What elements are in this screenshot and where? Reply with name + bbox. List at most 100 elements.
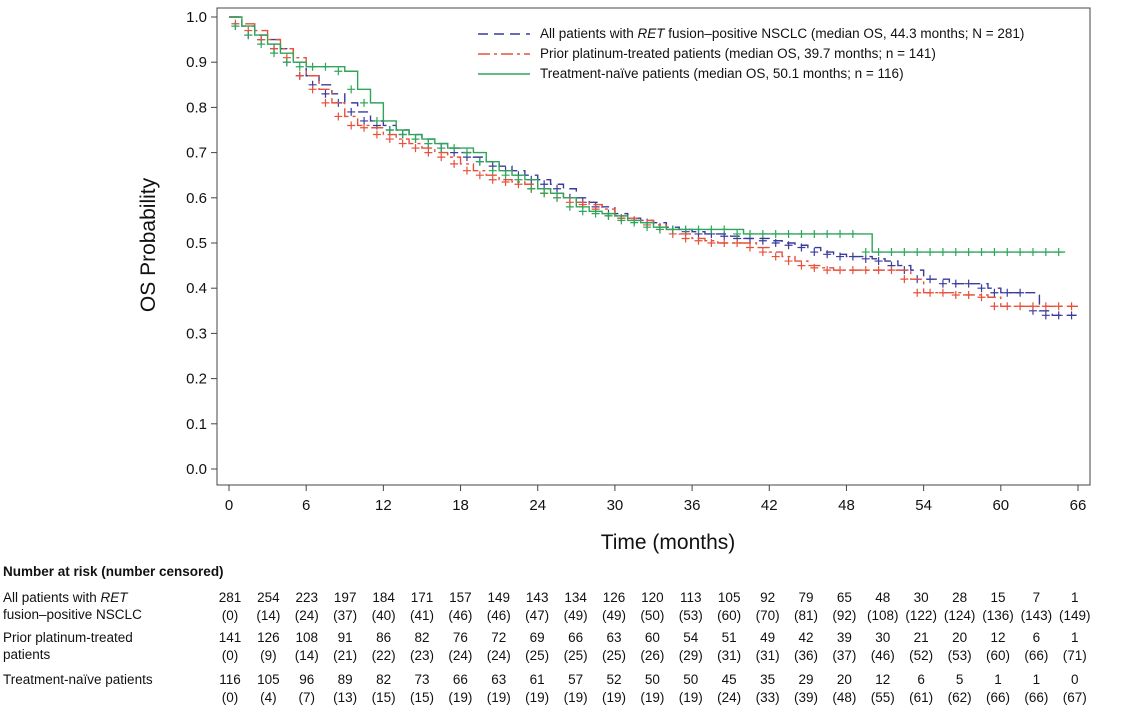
risk-label-text: Prior platinum-treated (3, 630, 133, 645)
censored-count: (15) (409, 690, 434, 705)
censor-mark (964, 279, 973, 288)
censored-count: (37) (832, 648, 857, 663)
censor-mark (823, 250, 832, 259)
series-line-2 (229, 16, 1066, 253)
censor-mark (810, 248, 819, 257)
y-tick-label: 0.3 (186, 325, 207, 342)
censored-count: (13) (333, 690, 358, 705)
legend-text-a: Prior platinum-treated patients (median … (540, 46, 936, 61)
at-risk-count: 92 (760, 590, 776, 605)
censor-mark (771, 252, 780, 261)
censor-mark (797, 243, 806, 252)
at-risk-count: 20 (952, 630, 968, 645)
y-tick-label: 0.7 (186, 145, 207, 162)
censor-mark (887, 248, 896, 257)
y-tick-label: 0.2 (186, 371, 207, 388)
censored-count: (53) (678, 608, 703, 623)
censored-count: (136) (982, 608, 1014, 623)
censored-count: (66) (1024, 690, 1049, 705)
censor-mark (450, 144, 459, 153)
legend-label-2: Treatment-naïve patients (median OS, 50.… (540, 66, 904, 81)
censored-count: (49) (563, 608, 588, 623)
at-risk-count: 21 (913, 630, 929, 645)
x-tick-label: 42 (761, 497, 778, 514)
at-risk-count: 108 (295, 630, 319, 645)
censored-count: (39) (793, 690, 818, 705)
at-risk-count: 63 (606, 630, 622, 645)
censor-mark (540, 180, 549, 189)
series-line-1 (229, 16, 1078, 307)
censored-count: (24) (448, 648, 473, 663)
censor-mark (1016, 302, 1025, 311)
censored-count: (29) (678, 648, 703, 663)
censor-mark (1041, 311, 1050, 320)
censored-count: (66) (1024, 648, 1049, 663)
censor-mark (694, 236, 703, 245)
censor-mark (321, 98, 330, 107)
censor-mark (553, 193, 562, 202)
censor-mark (527, 184, 536, 193)
censor-mark (913, 248, 922, 257)
censor-mark (1016, 248, 1025, 257)
censor-mark (411, 144, 420, 153)
at-risk-count: 12 (875, 672, 891, 687)
censored-count: (31) (717, 648, 742, 663)
censor-mark (501, 177, 510, 186)
censor-mark (848, 252, 857, 261)
censored-count: (55) (870, 690, 895, 705)
x-tick-label: 54 (915, 497, 932, 514)
censor-mark (926, 288, 935, 297)
censor-mark (694, 225, 703, 234)
legend-text-b: fusion–positive NSCLC (median OS, 44.3 m… (665, 26, 1025, 41)
censor-mark (990, 302, 999, 311)
censor-mark (591, 209, 600, 218)
at-risk-count: 116 (219, 672, 241, 687)
censored-count: (36) (793, 648, 818, 663)
censor-mark (681, 234, 690, 243)
censor-mark (797, 261, 806, 270)
censored-count: (24) (294, 608, 319, 623)
censor-mark (707, 239, 716, 247)
plot-frame (216, 7, 1091, 486)
censored-count: (19) (563, 690, 588, 705)
at-risk-count: 66 (568, 630, 584, 645)
censor-mark (900, 248, 909, 257)
at-risk-count: 42 (798, 630, 814, 645)
at-risk-count: 20 (836, 672, 852, 687)
censored-count: (31) (755, 648, 780, 663)
censored-count: (108) (867, 608, 899, 623)
risk-label-line2: patients (3, 647, 51, 662)
censor-mark (771, 239, 780, 247)
censor-mark (372, 130, 381, 139)
censored-count: (9) (260, 648, 277, 663)
censor-mark (578, 207, 587, 216)
censor-mark (321, 89, 330, 98)
censor-mark (887, 266, 896, 275)
censor-mark (861, 254, 870, 263)
x-tick-label: 36 (684, 497, 701, 514)
censored-count: (62) (947, 690, 972, 705)
censor-mark (784, 229, 793, 238)
censored-count: (149) (1059, 608, 1091, 623)
x-tick-label: 24 (529, 497, 546, 514)
censored-count: (21) (333, 648, 358, 663)
censored-count: (25) (563, 648, 588, 663)
at-risk-count: 7 (1032, 590, 1041, 605)
censored-count: (48) (832, 690, 857, 705)
censor-mark (874, 257, 883, 266)
censor-mark (810, 229, 819, 238)
censor-mark (1054, 311, 1063, 320)
censor-mark (424, 148, 433, 157)
at-risk-count: 48 (875, 590, 891, 605)
x-tick-label: 0 (225, 497, 233, 514)
at-risk-count: 1 (1032, 672, 1041, 687)
censor-mark (874, 248, 883, 257)
censor-mark (990, 248, 999, 257)
censor-mark (938, 279, 947, 288)
censor-mark (720, 239, 729, 247)
at-risk-count: 79 (798, 590, 814, 605)
censor-mark (861, 266, 870, 275)
risk-label-text: All patients with (3, 590, 101, 605)
censor-mark (784, 257, 793, 266)
censor-mark (424, 139, 433, 148)
